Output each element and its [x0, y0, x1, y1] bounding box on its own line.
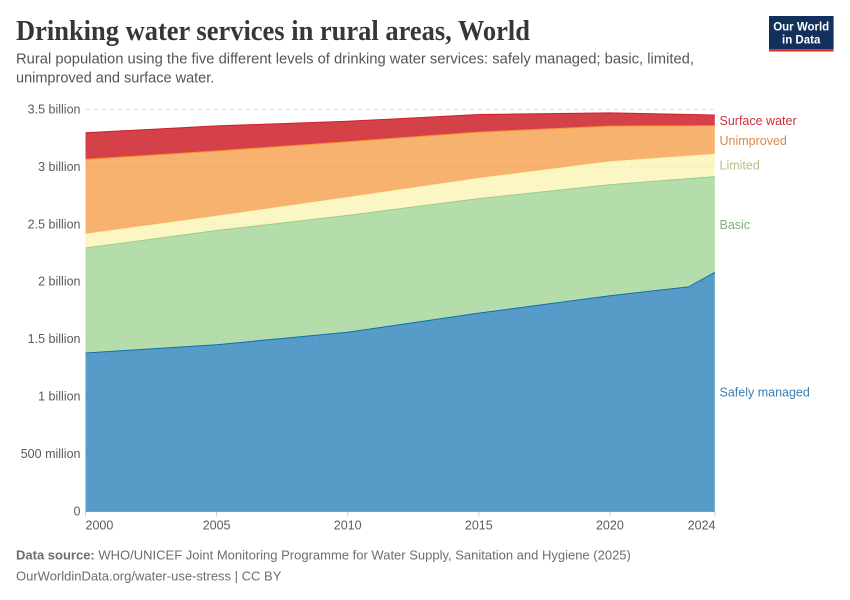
svg-text:Data source: WHO/UNICEF Joint: Data source: WHO/UNICEF Joint Monitoring… — [16, 548, 631, 563]
svg-text:OurWorldinData.org/water-use-s: OurWorldinData.org/water-use-stress | CC… — [16, 569, 282, 584]
svg-text:unimproved and surface water.: unimproved and surface water. — [16, 71, 214, 87]
svg-text:2015: 2015 — [465, 518, 493, 532]
svg-text:Surface water: Surface water — [720, 114, 797, 128]
svg-text:500 million: 500 million — [21, 447, 81, 461]
svg-text:Our World: Our World — [773, 22, 829, 34]
svg-text:2000: 2000 — [86, 518, 114, 532]
svg-text:2.5 billion: 2.5 billion — [28, 217, 81, 231]
svg-text:Safely managed: Safely managed — [720, 386, 810, 400]
svg-text:Unimproved: Unimproved — [720, 134, 787, 148]
svg-text:1.5 billion: 1.5 billion — [28, 332, 81, 346]
svg-text:3 billion: 3 billion — [38, 160, 80, 174]
svg-text:2005: 2005 — [203, 518, 231, 532]
svg-text:2020: 2020 — [596, 518, 624, 532]
svg-text:Drinking water services in rur: Drinking water services in rural areas, … — [16, 16, 530, 47]
svg-text:Rural population using the fiv: Rural population using the five differen… — [16, 52, 694, 68]
svg-text:Limited: Limited — [720, 159, 760, 173]
svg-text:Basic: Basic — [720, 218, 751, 232]
svg-text:3.5 billion: 3.5 billion — [28, 102, 81, 116]
svg-text:in Data: in Data — [782, 35, 821, 47]
svg-text:2024: 2024 — [688, 518, 716, 532]
svg-text:0: 0 — [74, 505, 81, 519]
svg-text:1 billion: 1 billion — [38, 390, 80, 404]
svg-text:2010: 2010 — [334, 518, 362, 532]
svg-text:2 billion: 2 billion — [38, 275, 80, 289]
